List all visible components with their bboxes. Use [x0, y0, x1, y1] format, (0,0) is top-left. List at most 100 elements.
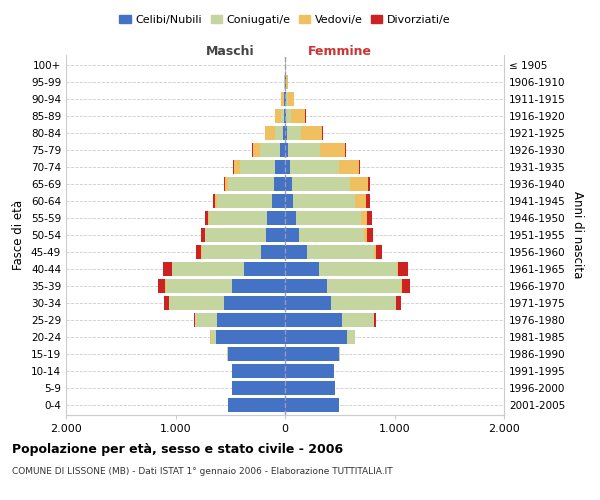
Bar [285, 347, 338, 361]
Bar [347, 330, 355, 344]
Bar [286, 92, 287, 106]
Bar [194, 313, 195, 327]
Bar [283, 126, 285, 140]
Bar [361, 211, 367, 225]
Bar [291, 109, 305, 123]
Bar [288, 143, 320, 157]
Bar [286, 75, 287, 89]
Bar [158, 279, 166, 293]
Bar [227, 347, 228, 361]
Bar [164, 296, 169, 310]
Bar [202, 245, 261, 259]
Bar [285, 228, 299, 242]
Bar [268, 211, 285, 225]
Bar [224, 177, 225, 191]
Bar [217, 194, 272, 208]
Bar [217, 313, 285, 327]
Bar [320, 143, 345, 157]
Bar [355, 194, 366, 208]
Bar [172, 262, 244, 276]
Bar [233, 160, 240, 174]
Bar [319, 262, 397, 276]
Bar [285, 211, 296, 225]
Bar [280, 143, 285, 157]
Bar [169, 296, 224, 310]
Bar [285, 296, 331, 310]
Text: Maschi: Maschi [206, 44, 254, 58]
Bar [209, 211, 268, 225]
Bar [285, 92, 286, 106]
Bar [397, 262, 398, 276]
Bar [376, 245, 382, 259]
Bar [396, 296, 401, 310]
Bar [292, 177, 350, 191]
Text: COMUNE DI LISSONE (MB) - Dati ISTAT 1° gennaio 2006 - Elaborazione TUTTITALIA.IT: COMUNE DI LISSONE (MB) - Dati ISTAT 1° g… [12, 468, 392, 476]
Bar [232, 279, 285, 293]
Bar [265, 126, 275, 140]
Bar [331, 296, 395, 310]
Bar [213, 194, 215, 208]
Bar [240, 160, 275, 174]
Bar [195, 313, 217, 327]
Bar [290, 160, 338, 174]
Bar [284, 109, 285, 123]
Bar [307, 245, 374, 259]
Bar [287, 126, 301, 140]
Bar [285, 330, 347, 344]
Bar [211, 330, 216, 344]
Bar [232, 381, 285, 395]
Bar [201, 228, 205, 242]
Bar [296, 211, 361, 225]
Bar [374, 313, 376, 327]
Bar [285, 262, 319, 276]
Bar [398, 262, 407, 276]
Bar [274, 177, 285, 191]
Text: Femmine: Femmine [308, 44, 372, 58]
Bar [367, 211, 371, 225]
Bar [285, 245, 307, 259]
Y-axis label: Fasce di età: Fasce di età [13, 200, 25, 270]
Bar [359, 160, 361, 174]
Bar [261, 245, 285, 259]
Bar [228, 347, 285, 361]
Bar [367, 228, 373, 242]
Bar [338, 160, 359, 174]
Bar [196, 245, 201, 259]
Bar [166, 279, 232, 293]
Bar [285, 279, 326, 293]
Bar [228, 398, 285, 412]
Bar [401, 279, 410, 293]
Bar [225, 177, 228, 191]
Bar [285, 194, 293, 208]
Bar [253, 143, 260, 157]
Y-axis label: Anni di nascita: Anni di nascita [571, 192, 584, 278]
Bar [205, 211, 208, 225]
Bar [285, 109, 286, 123]
Bar [338, 347, 340, 361]
Bar [299, 228, 364, 242]
Bar [285, 177, 292, 191]
Text: Popolazione per età, sesso e stato civile - 2006: Popolazione per età, sesso e stato civil… [12, 442, 343, 456]
Bar [232, 364, 285, 378]
Legend: Celibi/Nubili, Coniugati/e, Vedovi/e, Divorziati/e: Celibi/Nubili, Coniugati/e, Vedovi/e, Di… [115, 10, 455, 29]
Bar [350, 177, 368, 191]
Bar [293, 194, 355, 208]
Bar [215, 194, 217, 208]
Bar [285, 398, 338, 412]
Bar [275, 160, 285, 174]
Bar [364, 228, 367, 242]
Bar [216, 330, 285, 344]
Bar [228, 177, 274, 191]
Bar [326, 279, 401, 293]
Bar [368, 177, 370, 191]
Bar [281, 92, 284, 106]
Bar [286, 109, 291, 123]
Bar [275, 109, 281, 123]
Bar [301, 126, 322, 140]
Bar [366, 194, 370, 208]
Bar [287, 92, 293, 106]
Bar [285, 313, 342, 327]
Bar [244, 262, 285, 276]
Bar [342, 313, 374, 327]
Bar [285, 364, 334, 378]
